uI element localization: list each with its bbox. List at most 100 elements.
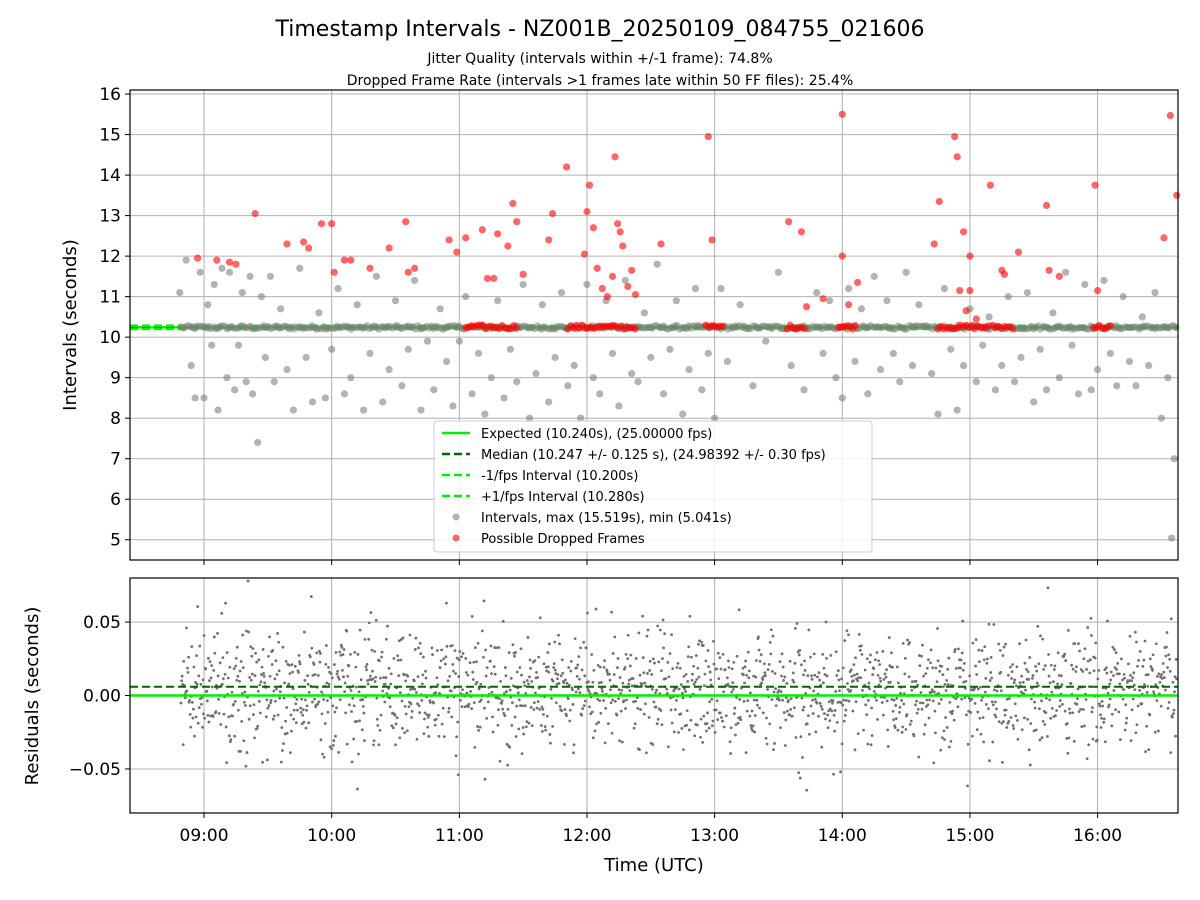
residual-point <box>209 676 213 680</box>
residual-point <box>841 666 845 670</box>
residual-point <box>1172 708 1176 712</box>
residual-point <box>1140 702 1144 706</box>
residual-point <box>489 644 493 648</box>
residual-point <box>551 725 554 728</box>
chart-subtitle-line-1: Jitter Quality (intervals within +/-1 fr… <box>426 51 772 67</box>
residual-point <box>1126 662 1130 666</box>
residual-point <box>484 648 487 652</box>
residual-point <box>825 674 829 678</box>
dropped-frame-point <box>580 250 589 258</box>
intervals-ytick-label: 9 <box>110 369 121 389</box>
residual-point <box>959 666 962 670</box>
dropped-frame-point <box>411 264 419 272</box>
residual-point <box>804 692 808 695</box>
residual-point <box>375 717 379 721</box>
residual-point <box>730 667 734 671</box>
residual-point <box>398 736 402 740</box>
residual-point <box>1002 720 1005 723</box>
residual-point <box>255 726 259 730</box>
residual-point <box>1058 704 1062 708</box>
residual-point <box>236 674 240 678</box>
dropped-frame-point <box>494 230 502 238</box>
residual-point <box>423 711 427 715</box>
residual-point <box>797 653 801 657</box>
residual-point <box>802 705 806 709</box>
residual-point <box>560 709 564 713</box>
residual-point <box>326 710 330 714</box>
residual-point <box>915 699 919 703</box>
residual-point <box>1049 716 1053 720</box>
residual-point <box>517 698 521 702</box>
residual-point <box>1088 658 1092 662</box>
interval-point <box>634 378 642 386</box>
interval-point <box>551 353 559 362</box>
residual-point <box>511 643 515 647</box>
residual-point <box>1145 724 1149 728</box>
interval-point <box>545 398 553 406</box>
residual-point <box>1048 698 1051 702</box>
residual-point <box>298 660 301 664</box>
residual-point <box>340 646 344 649</box>
residual-point <box>681 696 685 700</box>
residual-point <box>311 673 315 677</box>
residual-point <box>1123 728 1127 732</box>
dropped-frame-point <box>1008 325 1017 333</box>
residual-point <box>217 711 221 715</box>
residuals-ytick-label: 0.00 <box>83 687 121 707</box>
residual-point <box>1069 682 1073 686</box>
residual-point <box>588 705 591 709</box>
interval-point <box>242 378 250 386</box>
residual-point <box>458 698 462 702</box>
residual-point <box>1115 672 1119 676</box>
residual-point <box>710 724 714 728</box>
residual-point <box>997 642 1001 646</box>
dropped-frame-point <box>509 199 517 208</box>
residual-point <box>202 634 206 637</box>
residual-point <box>469 689 472 693</box>
residual-point <box>734 733 737 737</box>
residual-point <box>881 713 885 717</box>
residual-point <box>779 690 783 694</box>
residual-point <box>661 657 664 661</box>
residual-point <box>880 701 884 704</box>
residual-point <box>409 687 412 691</box>
residual-point <box>690 678 694 682</box>
interval-point <box>959 361 968 370</box>
residual-point <box>990 676 994 680</box>
residual-point <box>729 726 733 730</box>
residual-point <box>830 709 834 713</box>
interval-point <box>191 394 199 402</box>
residual-point <box>576 687 580 691</box>
residual-point <box>590 653 594 656</box>
residual-point <box>205 689 209 693</box>
residual-point <box>403 704 407 708</box>
residual-point <box>1133 688 1137 692</box>
residual-point <box>519 704 522 708</box>
residual-point <box>636 706 640 710</box>
residual-point <box>197 674 201 678</box>
residual-point <box>542 662 546 666</box>
residual-point <box>781 665 785 669</box>
residual-point <box>510 724 514 727</box>
residual-point <box>716 651 720 655</box>
residual-point <box>491 715 494 719</box>
residual-point <box>207 656 210 660</box>
residual-point <box>613 635 617 639</box>
residual-point <box>1101 704 1105 708</box>
residual-point <box>522 732 526 736</box>
interval-point <box>218 264 226 272</box>
residual-point <box>1041 637 1045 641</box>
residual-point <box>812 689 816 693</box>
dropped-frame-point <box>1042 201 1051 210</box>
residual-point <box>1026 670 1030 674</box>
residual-point <box>1093 656 1097 660</box>
residual-point <box>1154 642 1158 646</box>
residual-point <box>803 669 807 672</box>
residual-point <box>982 658 986 662</box>
residual-point <box>370 648 374 652</box>
residual-point <box>410 716 413 719</box>
residual-point <box>538 616 542 620</box>
residual-point <box>833 729 836 733</box>
residual-point <box>1033 706 1037 710</box>
interval-point <box>691 284 700 293</box>
